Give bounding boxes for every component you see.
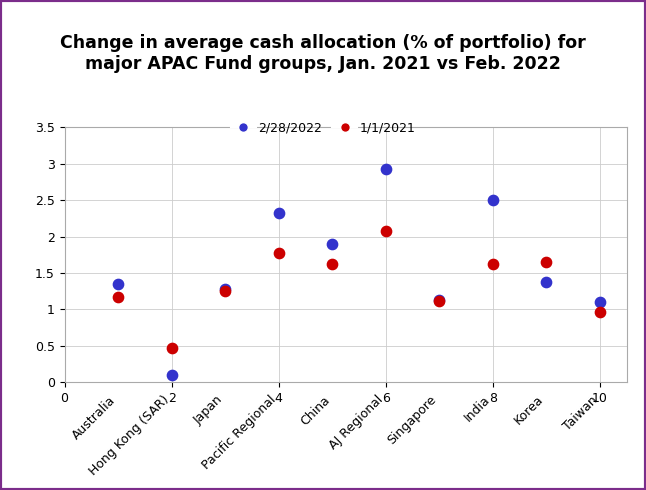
2/28/2022 xyxy=(113,280,123,288)
1/1/2021 xyxy=(541,258,552,266)
Legend: 2/28/2022, 1/1/2021: 2/28/2022, 1/1/2021 xyxy=(225,117,421,140)
1/1/2021 xyxy=(380,227,391,235)
Text: Taiwan: Taiwan xyxy=(561,393,600,433)
Text: Change in average cash allocation (% of portfolio) for
major APAC Fund groups, J: Change in average cash allocation (% of … xyxy=(60,34,586,73)
1/1/2021 xyxy=(434,297,444,305)
Text: Singapore: Singapore xyxy=(386,393,439,447)
Text: China: China xyxy=(298,393,332,428)
Text: Pacific Regional: Pacific Regional xyxy=(200,393,278,472)
1/1/2021 xyxy=(273,249,284,257)
2/28/2022 xyxy=(273,209,284,217)
Text: Australia: Australia xyxy=(70,393,118,441)
2/28/2022 xyxy=(595,298,605,306)
1/1/2021 xyxy=(220,287,231,295)
1/1/2021 xyxy=(488,260,498,268)
2/28/2022 xyxy=(327,240,337,248)
Text: Korea: Korea xyxy=(512,393,547,428)
1/1/2021 xyxy=(113,293,123,301)
2/28/2022 xyxy=(541,278,552,286)
1/1/2021 xyxy=(327,260,337,268)
1/1/2021 xyxy=(167,344,177,352)
Text: Hong Kong (SAR): Hong Kong (SAR) xyxy=(87,393,172,478)
2/28/2022 xyxy=(220,285,231,293)
Text: India: India xyxy=(462,393,493,424)
2/28/2022 xyxy=(167,371,177,379)
2/28/2022 xyxy=(488,196,498,204)
2/28/2022 xyxy=(380,165,391,173)
1/1/2021 xyxy=(595,308,605,316)
Text: Japan: Japan xyxy=(191,393,225,427)
2/28/2022 xyxy=(434,296,444,304)
Text: AJ Regional: AJ Regional xyxy=(327,393,386,452)
